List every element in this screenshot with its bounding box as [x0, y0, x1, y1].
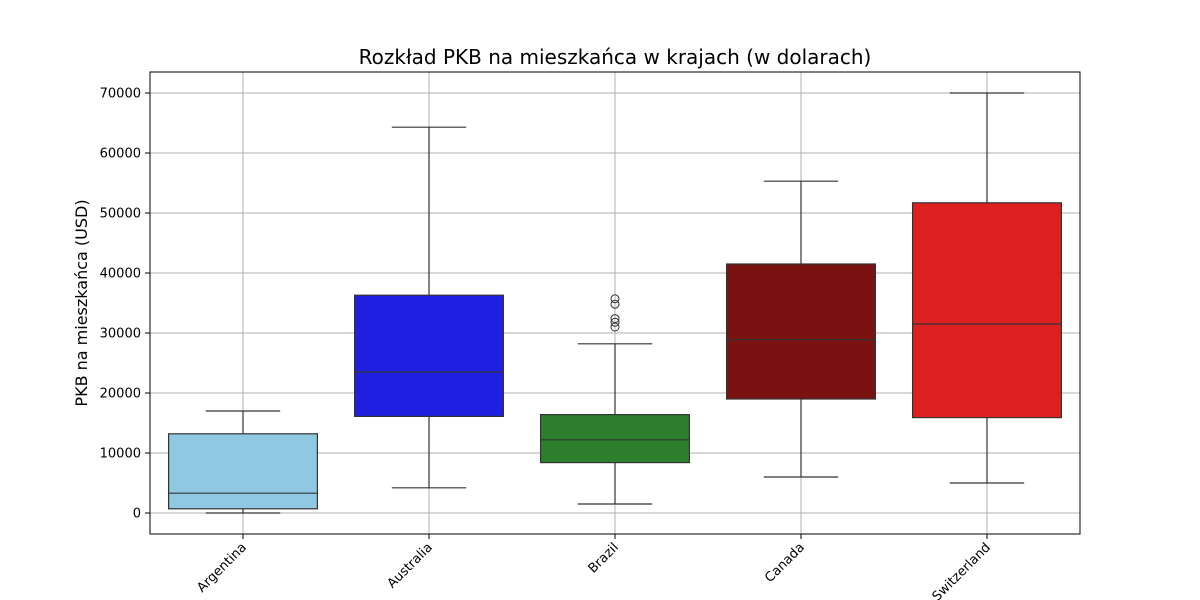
y-tick-label: 40000 [100, 267, 141, 282]
outlier-point [610, 317, 620, 327]
box-australia [354, 126, 505, 489]
iqr-box [168, 433, 319, 510]
box-brazil [539, 294, 690, 505]
outlier-point [610, 314, 620, 324]
iqr-box [354, 294, 505, 418]
outlier-point [610, 299, 620, 309]
outlier-point [610, 294, 620, 304]
iqr-box [725, 263, 876, 400]
y-tick-label: 70000 [100, 87, 141, 102]
y-tick-label: 30000 [100, 327, 141, 342]
y-tick-label: 50000 [100, 207, 141, 222]
y-tick-label: 60000 [100, 147, 141, 162]
iqr-box [911, 202, 1062, 419]
iqr-box [539, 414, 690, 464]
chart-title: Rozkład PKB na mieszkańca w krajach (w d… [359, 45, 872, 69]
y-tick-label: 20000 [100, 387, 141, 402]
box-switzerland [911, 92, 1062, 484]
box-canada [725, 180, 876, 478]
box-argentina [168, 410, 319, 514]
y-tick-label: 10000 [100, 447, 141, 462]
y-tick-label: 0 [133, 507, 141, 522]
boxes-layer [168, 92, 1062, 514]
y-axis-label: PKB na mieszkańca (USD) [72, 199, 91, 406]
